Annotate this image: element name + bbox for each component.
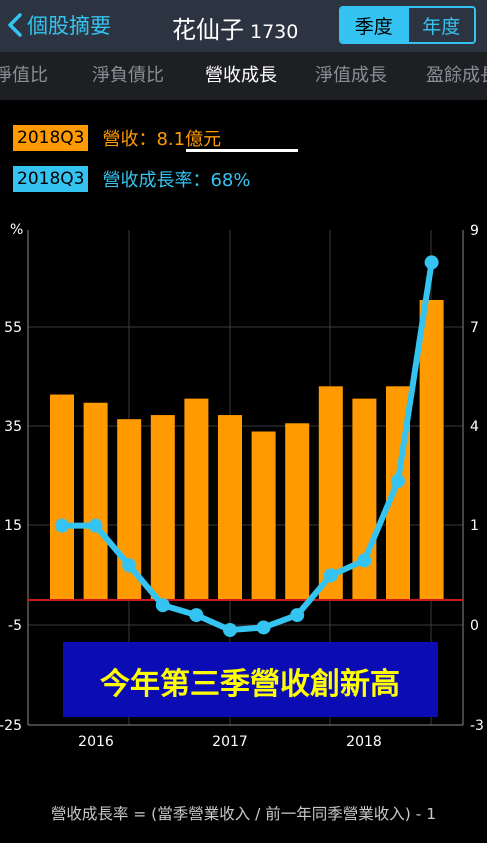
revenue-bar <box>352 398 377 600</box>
tab-net-worth-growth[interactable]: 淨值成長 <box>315 65 387 86</box>
right-axis-tick-label: -3 <box>470 718 484 734</box>
growth-rate-point <box>290 608 305 623</box>
right-axis-tick-label: 1 <box>470 518 479 534</box>
tab-net-debt-ratio[interactable]: 淨負債比 <box>92 65 164 86</box>
growth-rate-point <box>155 598 170 613</box>
growth-rate-point <box>391 473 405 488</box>
stock-code: 1730 <box>250 21 299 43</box>
revenue-bar <box>285 423 310 600</box>
right-axis-tick-label: 9 <box>470 223 479 239</box>
tab-revenue-growth[interactable]: 營收成長 <box>205 65 277 86</box>
left-axis-tick-label: -25 <box>0 718 22 734</box>
growth-rate-point <box>323 568 338 583</box>
revenue-bar <box>318 386 343 600</box>
left-axis-tick-label: 55 <box>4 320 22 336</box>
legend-period-badge: 2018Q3 <box>13 166 89 192</box>
top-bar: 個股摘要 花仙子 1730 季度 年度 <box>0 0 487 52</box>
growth-rate-point <box>357 553 372 568</box>
x-axis-tick-label: 2018 <box>346 734 382 750</box>
tab-earnings-growth[interactable]: 盈餘成長 <box>426 65 487 86</box>
revenue-bar <box>83 402 108 600</box>
period-toggle: 季度 年度 <box>339 6 476 44</box>
revenue-bar <box>50 394 74 600</box>
legend-revenue: 2018Q3 營收：8.1億元 <box>13 124 221 152</box>
legend-revenue-text: 營收：8.1億元 <box>102 129 222 150</box>
growth-rate-point <box>424 255 439 270</box>
left-axis-tick-label: 15 <box>4 518 22 534</box>
revenue-bar <box>184 398 209 600</box>
page-title: 花仙子 1730 <box>172 10 298 45</box>
back-label: 個股摘要 <box>27 14 111 38</box>
revenue-bar <box>419 300 444 600</box>
revenue-bar <box>150 415 175 600</box>
revenue-bar <box>218 415 242 600</box>
metric-tabs: 淨值比 淨負債比 營收成長 淨值成長 盈餘成長 <box>0 52 487 152</box>
quarterly-toggle-button[interactable]: 季度 <box>341 8 407 42</box>
left-axis-tick-label: 35 <box>4 419 22 435</box>
revenue-bar <box>251 431 276 600</box>
growth-rate-point <box>189 608 204 623</box>
back-button[interactable]: 個股摘要 <box>6 8 111 42</box>
legend-period-badge: 2018Q3 <box>13 125 89 151</box>
revenue-growth-chart: 55 35 15 -5 -25% 9 7 4 1 0 -3 2016 2017 2018 今年第三季營收創新… <box>0 222 484 750</box>
annual-toggle-button[interactable]: 年度 <box>406 8 474 42</box>
x-axis-tick-label: 2017 <box>212 734 248 750</box>
tab-net-worth-ratio[interactable]: 淨值比 <box>0 65 48 86</box>
growth-rate-point <box>88 518 103 533</box>
left-axis-unit-label: % <box>10 222 23 238</box>
growth-rate-point <box>256 620 271 635</box>
right-axis-tick-label: 0 <box>470 618 479 634</box>
active-tab-indicator <box>186 149 298 152</box>
legend-growth: 2018Q3 營收成長率：68% <box>13 165 250 193</box>
left-axis-tick-label: -5 <box>8 618 22 634</box>
stock-name: 花仙子 <box>172 16 244 44</box>
chevron-left-icon <box>8 13 22 37</box>
growth-rate-point <box>55 518 69 533</box>
highlight-banner-text: 今年第三季營收創新高 <box>100 667 400 702</box>
right-axis-tick-label: 7 <box>470 320 479 336</box>
right-axis-tick-label: 4 <box>470 419 479 435</box>
growth-rate-line <box>59 259 435 633</box>
growth-rate-point <box>122 558 137 573</box>
legend-growth-text: 營收成長率：68% <box>102 170 251 191</box>
growth-rate-point <box>223 622 237 637</box>
formula-footnote: 營收成長率 = (當季營業收入 / 前一年同季營業收入) - 1 <box>50 805 437 823</box>
highlight-banner <box>63 642 438 717</box>
x-axis-tick-label: 2016 <box>78 734 114 750</box>
